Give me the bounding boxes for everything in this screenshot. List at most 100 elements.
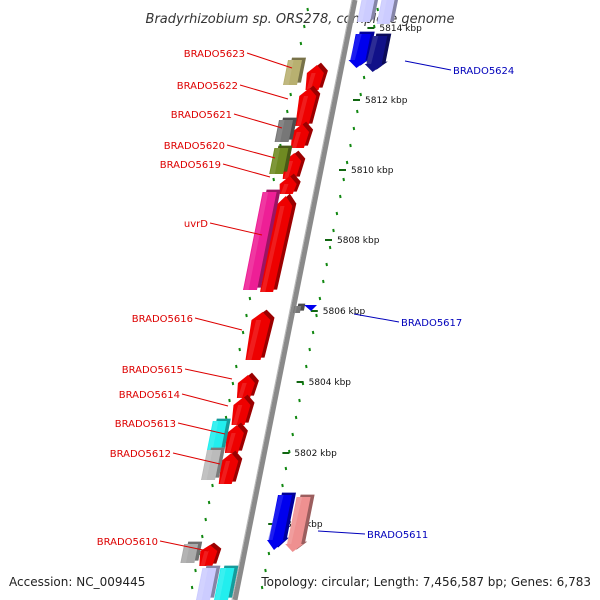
tick-mark xyxy=(194,568,197,573)
gene-feature xyxy=(364,33,392,72)
gene-highlight xyxy=(268,495,284,540)
gene-highlight xyxy=(349,34,362,60)
label-connector xyxy=(159,540,209,552)
tick-mark xyxy=(352,126,356,131)
tick-mark xyxy=(288,449,291,454)
tick-mark xyxy=(211,483,214,488)
gene-label-left: BRADO5619 xyxy=(160,160,221,171)
tick-mark xyxy=(190,585,194,590)
gene-features xyxy=(180,0,399,600)
gene-highlight xyxy=(225,433,236,453)
gene-body xyxy=(236,375,255,398)
tick-mark xyxy=(335,211,339,216)
gene-highlight xyxy=(284,60,294,85)
gene-arrow-small xyxy=(304,305,317,311)
label-connector xyxy=(177,422,226,435)
topology-text: Topology: circular; Length: 7,456,587 bp… xyxy=(260,575,591,589)
gene-highlight xyxy=(377,0,387,24)
scale-label: 5802 kbp xyxy=(294,449,337,459)
tick-mark xyxy=(248,296,252,301)
gene-feature xyxy=(376,0,399,24)
gene-body xyxy=(305,65,324,90)
tick-mark xyxy=(305,364,308,369)
gene-body xyxy=(295,88,317,126)
gene-highlight xyxy=(296,96,309,126)
gene-feature xyxy=(295,85,321,126)
gene-label-left: BRADO5616 xyxy=(132,314,193,325)
gene-label-right: BRADO5617 xyxy=(401,318,462,329)
tick-mark xyxy=(235,364,238,369)
gene-label-left: BRADO5621 xyxy=(171,110,232,121)
label-connector xyxy=(181,393,229,407)
tick-mark xyxy=(325,262,328,267)
gene-feature xyxy=(224,422,248,453)
gene-feature xyxy=(180,541,203,563)
tick-mark xyxy=(373,24,376,29)
tick-mark xyxy=(339,194,342,199)
gene-feature xyxy=(357,0,379,22)
tick-mark xyxy=(332,228,335,233)
tick-mark xyxy=(322,279,325,284)
gene-highlight xyxy=(306,73,316,90)
tick-mark xyxy=(328,245,332,250)
label-connector xyxy=(233,113,283,129)
gene-body xyxy=(260,196,293,292)
gene-feature xyxy=(269,145,293,174)
gene-body xyxy=(348,34,371,68)
gene-body xyxy=(245,312,271,360)
gene-highlight xyxy=(280,184,289,194)
gene-label-left: BRADO5623 xyxy=(184,49,245,60)
tick-mark xyxy=(286,109,289,114)
tick-mark xyxy=(224,415,228,420)
tick-mark xyxy=(201,534,204,539)
tick-mark xyxy=(289,92,292,97)
gene-feature xyxy=(236,372,259,398)
label-connector xyxy=(353,313,400,323)
gene-feature xyxy=(348,31,375,68)
gene-body xyxy=(196,568,217,600)
scale-label: 5808 kbp xyxy=(337,236,380,246)
gene-label-left: BRADO5610 xyxy=(97,537,158,548)
gene-body xyxy=(224,425,244,453)
label-connector xyxy=(194,317,243,331)
gene-body xyxy=(231,397,251,425)
gene-highlight xyxy=(366,36,379,64)
gene-feature xyxy=(196,565,221,600)
tick-mark xyxy=(291,432,294,437)
gene-label-right: BRADO5611 xyxy=(367,530,428,541)
tick-mark xyxy=(231,381,235,386)
label-connector xyxy=(209,222,263,236)
gene-highlight xyxy=(275,120,285,142)
gene-label-left: BRADO5613 xyxy=(115,419,176,430)
tick-mark xyxy=(207,500,211,505)
tick-mark xyxy=(228,398,231,403)
gene-label-right: BRADO5624 xyxy=(453,66,514,77)
gene-body xyxy=(201,450,221,480)
gene-highlight xyxy=(200,551,209,566)
tick-mark xyxy=(241,330,245,335)
gene-highlight xyxy=(246,320,262,360)
tick-mark xyxy=(303,24,306,29)
gene-feature xyxy=(199,542,222,566)
label-connector xyxy=(239,84,289,100)
tick-mark xyxy=(356,109,359,114)
gene-highlight xyxy=(283,161,294,179)
tick-mark xyxy=(294,415,298,420)
tick-mark xyxy=(362,75,366,80)
gene-highlight xyxy=(215,568,226,600)
gene-body xyxy=(274,120,293,142)
tick-mark xyxy=(267,551,271,556)
gene-label-left: BRADO5622 xyxy=(177,81,238,92)
gene-body xyxy=(267,495,292,550)
gene-body xyxy=(292,306,302,313)
tick-mark xyxy=(311,330,315,335)
gene-body xyxy=(180,544,199,563)
gene-body xyxy=(243,192,277,290)
gene-highlight xyxy=(270,148,280,174)
tick-mark xyxy=(272,177,275,182)
tick-mark xyxy=(342,177,345,182)
scale-label: 5804 kbp xyxy=(309,378,352,388)
scale-label: 5810 kbp xyxy=(351,166,394,176)
gene-body xyxy=(357,0,375,22)
